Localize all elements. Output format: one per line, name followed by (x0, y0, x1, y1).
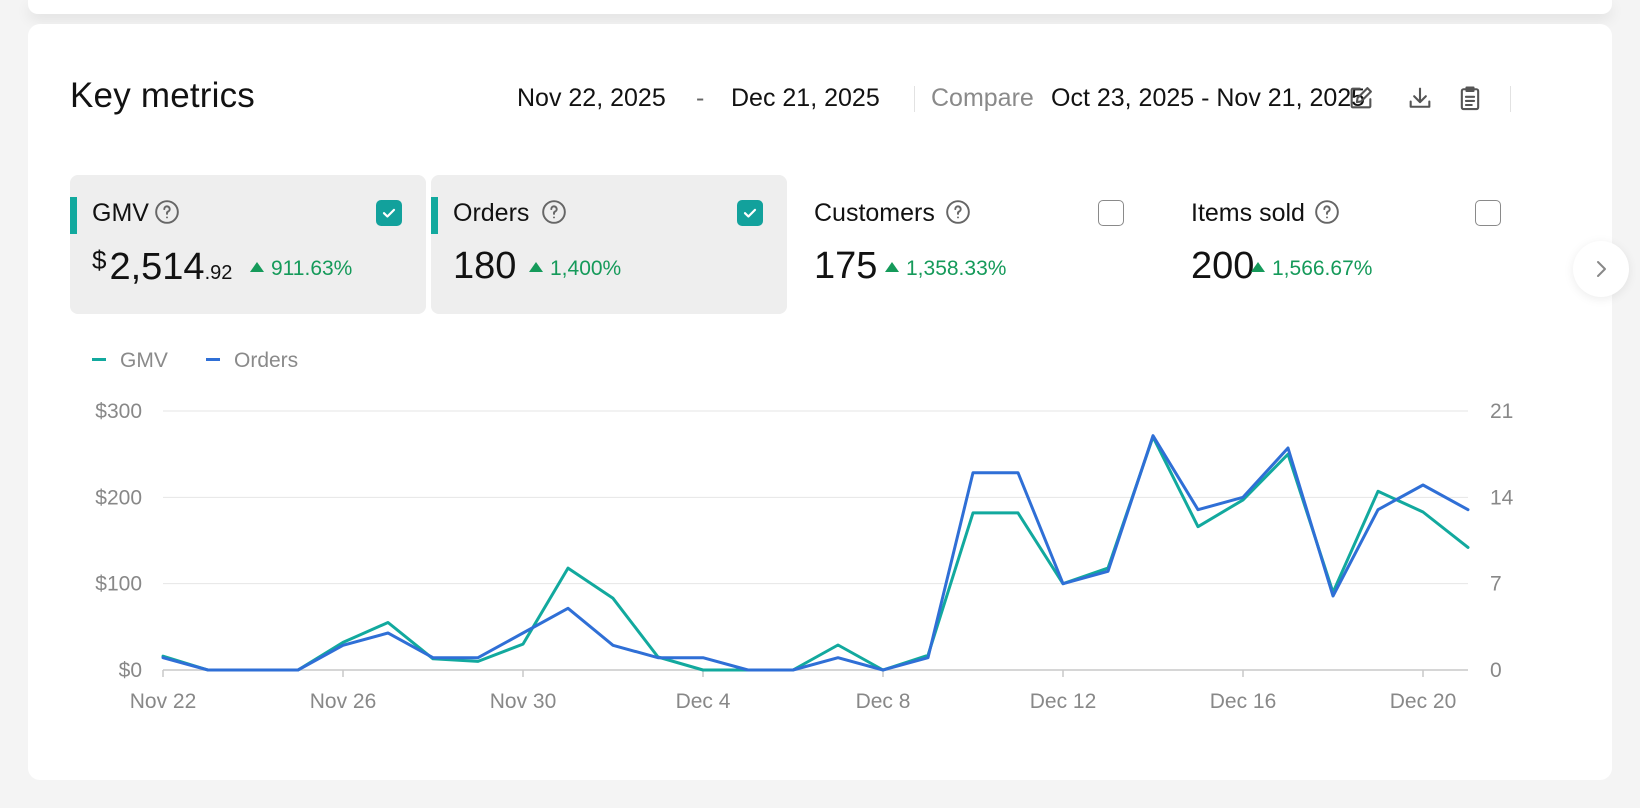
download-icon[interactable] (1406, 84, 1434, 112)
metric-accent-bar (431, 197, 438, 234)
clipboard-icon[interactable] (1456, 84, 1484, 112)
check-icon (743, 208, 757, 218)
legend-item-orders[interactable]: Orders (206, 349, 298, 373)
x-tick-label: Dec 4 (676, 690, 731, 713)
page-title: Key metrics (70, 76, 256, 115)
y-right-tick-label: 0 (1490, 659, 1502, 682)
next-metrics-button[interactable] (1573, 241, 1629, 297)
help-icon[interactable] (945, 199, 971, 225)
help-icon[interactable] (541, 199, 567, 225)
metric-change: 1,566.67% (1251, 257, 1372, 281)
metric-card-customers[interactable]: Customers 175 1,358.33% (792, 175, 1148, 314)
y-left-tick-label: $0 (119, 659, 142, 682)
metric-value: $2,514.92 (92, 245, 233, 288)
metric-label: Items sold (1191, 199, 1305, 227)
metric-change: 1,400% (529, 257, 621, 281)
divider (1510, 86, 1511, 112)
help-icon[interactable] (1314, 199, 1340, 225)
y-left-tick-label: $300 (95, 400, 142, 423)
x-tick-label: Dec 20 (1390, 690, 1457, 713)
y-right-tick-label: 7 (1490, 573, 1502, 596)
x-tick-label: Dec 8 (856, 690, 911, 713)
up-arrow-icon (1251, 262, 1265, 272)
y-right-tick-label: 14 (1490, 486, 1514, 509)
metric-value: 180 (453, 245, 517, 287)
metric-card-orders[interactable]: Orders 180 1,400% (431, 175, 787, 314)
metric-card-items-sold[interactable]: Items sold 200 1,566.67% (1169, 175, 1525, 314)
check-icon (382, 208, 396, 218)
metric-checkbox[interactable] (376, 200, 402, 226)
metric-accent-bar (70, 197, 77, 234)
divider (914, 86, 915, 112)
date-range-separator: - (696, 84, 705, 112)
edit-icon[interactable] (1347, 84, 1375, 112)
legend-swatch (92, 358, 106, 361)
up-arrow-icon (885, 262, 899, 272)
x-tick-label: Nov 22 (130, 690, 197, 713)
x-tick-label: Dec 16 (1210, 690, 1277, 713)
date-range-start[interactable]: Nov 22, 2025 (517, 84, 666, 112)
x-tick-label: Dec 12 (1030, 690, 1097, 713)
metric-checkbox[interactable] (1098, 200, 1124, 226)
metric-value: 200 (1191, 245, 1255, 287)
metric-change: 1,358.33% (885, 257, 1006, 281)
y-right-tick-label: 21 (1490, 400, 1513, 423)
up-arrow-icon (529, 262, 543, 272)
metric-label: GMV (92, 199, 149, 227)
series-line-orders (161, 434, 1470, 672)
legend-swatch (206, 358, 220, 361)
metric-value: 175 (814, 245, 878, 287)
date-range-end[interactable]: Dec 21, 2025 (731, 84, 880, 112)
x-tick-label: Nov 30 (490, 690, 557, 713)
chevron-right-icon (1597, 261, 1606, 277)
metric-checkbox[interactable] (737, 200, 763, 226)
previous-card-edge (28, 0, 1612, 14)
y-left-tick-label: $200 (95, 486, 142, 509)
compare-date-range[interactable]: Oct 23, 2025 - Nov 21, 2025 (1051, 84, 1366, 112)
metric-card-gmv[interactable]: GMV $2,514.92 911.63% (70, 175, 426, 314)
help-icon[interactable] (154, 199, 180, 225)
y-left-tick-label: $100 (95, 573, 142, 596)
x-tick-label: Nov 26 (310, 690, 377, 713)
compare-label: Compare (931, 84, 1034, 112)
metric-checkbox[interactable] (1475, 200, 1501, 226)
series-line-gmv (161, 435, 1470, 672)
metric-label: Orders (453, 199, 530, 227)
legend-item-gmv[interactable]: GMV (92, 349, 168, 373)
up-arrow-icon (250, 262, 264, 272)
metric-change: 911.63% (250, 257, 352, 281)
metric-label: Customers (814, 199, 935, 227)
